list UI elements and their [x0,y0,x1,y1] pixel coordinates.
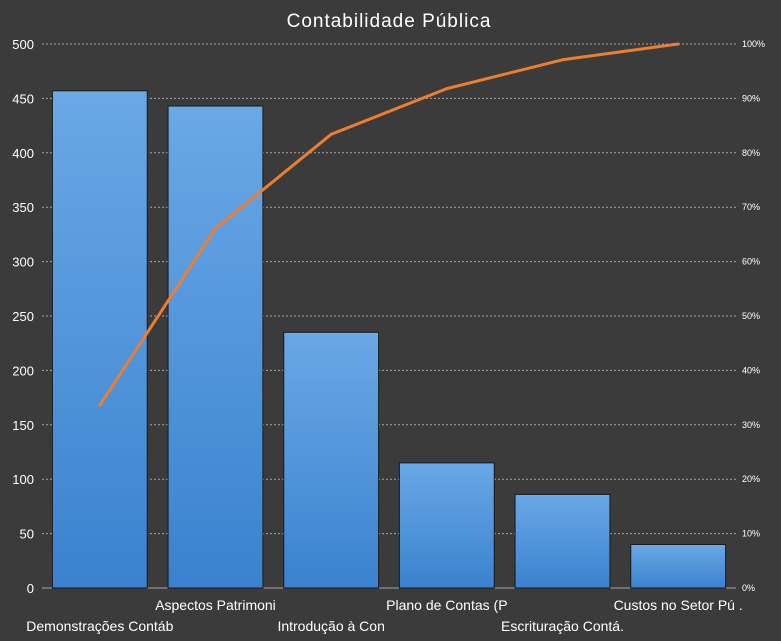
bar [630,543,727,589]
left-axis: 0 50 100 150 200 250 300 350 400 450 500 [12,37,34,596]
left-tick-label: 250 [12,309,34,324]
right-tick-label: 70% [742,202,760,212]
right-axis: 0% 10% 20% 30% 40% 50% 60% 70% 80% 90% 100% [742,39,765,593]
right-tick-label: 100% [742,39,765,49]
left-tick-label: 150 [12,418,34,433]
right-tick-label: 10% [742,529,760,539]
category-label: Introdução à Con [277,618,384,634]
category-label: Demonstrações Contáb [26,618,173,634]
bar [283,331,380,589]
bar-series [51,90,727,589]
left-tick-label: 300 [12,255,34,270]
left-tick-label: 400 [12,146,34,161]
category-label: Aspectos Patrimoni [155,597,276,613]
right-tick-label: 90% [742,93,760,103]
category-axis: Demonstrações Contáb Aspectos PatrimoniIn… [26,597,742,634]
right-tick-label: 0% [742,583,755,593]
left-tick-label: 350 [12,200,34,215]
category-label: Custos no Setor Pú . [614,597,743,613]
bar [167,105,264,589]
cumulative-line [98,42,679,407]
right-tick-label: 30% [742,420,760,430]
right-tick-label: 20% [742,474,760,484]
bar [514,493,611,589]
cumulative-point [329,132,333,136]
cumulative-point [98,403,102,407]
bar [398,462,495,589]
right-tick-label: 80% [742,148,760,158]
right-tick-label: 60% [742,257,760,267]
left-tick-label: 50 [20,527,34,542]
gridlines [42,43,736,589]
cumulative-point [561,58,564,62]
left-tick-label: 0 [27,581,34,596]
category-label: Plano de Contas (P [386,597,507,613]
left-tick-label: 100 [12,472,34,487]
right-tick-label: 40% [742,365,760,375]
right-tick-label: 50% [742,311,760,321]
cumulative-point [214,226,217,230]
cumulative-line-series [98,42,680,407]
category-label: Escrituração Contá. [501,618,624,634]
chart-title: Contabilidade Pública [287,11,492,32]
left-tick-label: 450 [12,91,34,106]
cumulative-point [445,87,449,91]
bar [51,90,148,589]
left-tick-label: 200 [12,363,34,378]
left-tick-label: 500 [12,37,34,52]
cumulative-point [676,42,680,46]
